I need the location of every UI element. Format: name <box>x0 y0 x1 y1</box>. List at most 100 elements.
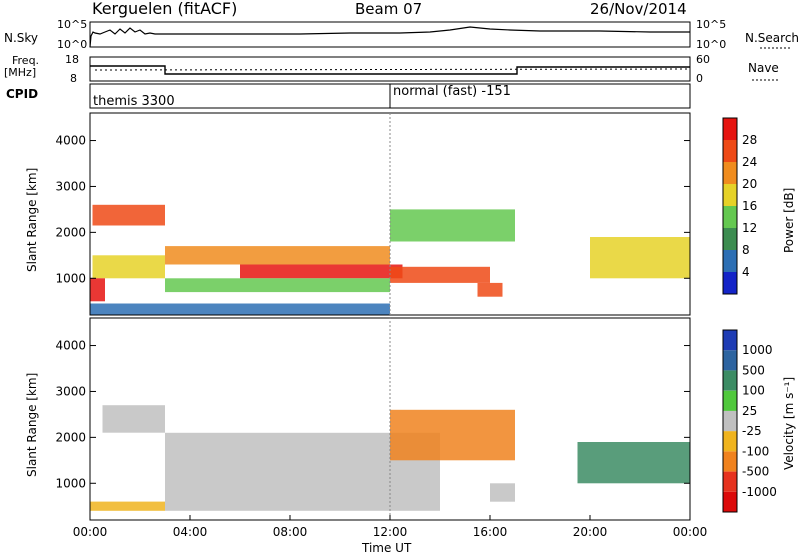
velocity-ytick-label-1: 3000 <box>55 384 86 398</box>
velocity-colorbar-label: Velocity [m s⁻¹] <box>782 377 796 470</box>
power-colorbar-tick-5: 8 <box>742 243 750 257</box>
power-band-2 <box>90 278 105 302</box>
power-ytick-label-2: 2000 <box>55 225 86 239</box>
velocity-colorbar-swatch-0 <box>723 491 737 512</box>
freq-label: Freq. <box>12 54 39 67</box>
power-y-axis: 4000 3000 2000 1000 <box>55 134 690 285</box>
velocity-colorbar-swatch-6 <box>723 370 737 391</box>
velocity-band-3 <box>390 409 515 461</box>
power-colorbar-swatch-0 <box>723 272 737 294</box>
xtick-label-5: 20:00 <box>573 525 608 539</box>
power-colorbar-swatch-1 <box>723 250 737 272</box>
nsearch-tick-low: 10^0 <box>696 38 726 51</box>
power-colorbar-swatch-4 <box>723 184 737 206</box>
velocity-band-4 <box>577 442 690 484</box>
velocity-colorbar-tick-0: 1000 <box>742 343 773 357</box>
velocity-colorbar-swatch-5 <box>723 390 737 411</box>
xtick-label-0: 00:00 <box>73 525 108 539</box>
nsky-tick-high: 10^5 <box>57 18 87 31</box>
cpid-row: CPID themis 3300 normal (fast) -151 <box>6 83 691 109</box>
velocity-ylabel: Slant Range [km] <box>25 373 39 477</box>
power-colorbar-tick-6: 4 <box>742 265 750 279</box>
velocity-colorbar-swatch-3 <box>723 431 737 452</box>
xtick-label-3: 12:00 <box>373 525 408 539</box>
velocity-colorbar-frame <box>722 329 738 513</box>
velocity-colorbar-tick-4: -25 <box>742 424 762 438</box>
velocity-colorbar-tick-7: -1000 <box>742 485 777 499</box>
velocity-colorbar-swatch-1 <box>723 471 737 492</box>
freq-panel: Freq. [MHz] 18 8 60 0 Nave <box>4 53 779 85</box>
nsky-panel: N.Sky 10^5 10^0 10^5 10^0 N.Search <box>4 18 799 51</box>
velocity-band-2 <box>90 501 165 511</box>
velocity-ytick-label-2: 2000 <box>55 430 86 444</box>
power-band-10 <box>90 303 390 315</box>
power-colorbar-tick-4: 12 <box>742 221 757 235</box>
power-band-0 <box>92 204 165 226</box>
velocity-y-axis: 4000 3000 2000 1000 <box>55 339 690 490</box>
velocity-ytick-label-0: 4000 <box>55 339 86 353</box>
freq-tick-low: 8 <box>70 72 77 85</box>
velocity-colorbar-swatch-4 <box>723 410 737 432</box>
beam-label: Beam 07 <box>355 0 422 18</box>
power-colorbar-swatch-2 <box>723 228 737 250</box>
power-band-4 <box>240 264 403 279</box>
power-colorbar-label: Power [dB] <box>782 188 796 253</box>
power-ytick-label-1: 3000 <box>55 179 86 193</box>
xtick-label-4: 16:00 <box>473 525 508 539</box>
power-band-7 <box>390 209 515 242</box>
cpid-segment-1: themis 3300 <box>93 94 175 109</box>
xaxis-label: Time UT <box>361 541 412 554</box>
velocity-colorbar: 1000 500 100 25 -25 -100 -500 -1000 <box>722 329 777 513</box>
velocity-colorbar-tick-3: 25 <box>742 404 757 418</box>
velocity-colorbar-tick-2: 100 <box>742 384 765 398</box>
date-label: 26/Nov/2014 <box>590 0 687 18</box>
cpid-segment-2: normal (fast) -151 <box>393 84 511 99</box>
xtick-label-1: 04:00 <box>173 525 208 539</box>
freq-tick-high: 18 <box>65 53 79 66</box>
velocity-colorbar-swatch-2 <box>723 451 737 472</box>
nave-tick-low: 0 <box>696 72 703 85</box>
velocity-colorbar-tick-6: -500 <box>742 465 769 479</box>
velocity-colorbar-tick-5: -100 <box>742 444 769 458</box>
power-panel: 4000 3000 2000 1000 Slant Range [km] 28 24 20… <box>25 112 796 316</box>
power-colorbar-tick-1: 24 <box>742 155 757 169</box>
power-band-1 <box>92 255 165 279</box>
power-band-6 <box>390 266 490 283</box>
nsky-frame <box>89 21 691 48</box>
power-colorbar-tick-3: 16 <box>742 199 757 213</box>
power-band-8 <box>477 282 503 297</box>
velocity-data-layer <box>90 405 690 511</box>
power-band-9 <box>590 237 690 279</box>
velocity-colorbar-tick-1: 500 <box>742 363 765 377</box>
nsearch-label: N.Search <box>745 31 799 45</box>
velocity-band-5 <box>490 483 515 502</box>
power-colorbar-swatch-7 <box>723 118 737 140</box>
power-colorbar-tick-0: 28 <box>742 133 757 147</box>
nsearch-tick-high: 10^5 <box>696 18 726 31</box>
velocity-colorbar-swatch-7 <box>723 350 737 371</box>
power-colorbar-frame <box>722 117 738 295</box>
nave-trace <box>94 68 691 71</box>
power-colorbar: 28 24 20 16 12 8 4 <box>722 117 757 295</box>
power-colorbar-swatch-3 <box>723 206 737 228</box>
power-colorbar-swatch-5 <box>723 162 737 184</box>
nsky-tick-low: 10^0 <box>57 38 87 51</box>
power-band-3 <box>165 246 390 265</box>
nave-label: Nave <box>748 61 779 75</box>
xtick-label-2: 08:00 <box>273 525 308 539</box>
power-colorbar-swatch-6 <box>723 140 737 162</box>
power-ytick-label-0: 4000 <box>55 134 86 148</box>
velocity-ytick-label-3: 1000 <box>55 476 86 490</box>
power-ylabel: Slant Range [km] <box>25 168 39 272</box>
cpid-label: CPID <box>6 87 38 101</box>
freq-trace <box>90 65 690 75</box>
nsky-label: N.Sky <box>4 31 38 45</box>
freq-unit: [MHz] <box>4 66 36 79</box>
xtick-label-6: 00:00 <box>673 525 708 539</box>
nsky-trace <box>89 26 690 48</box>
velocity-band-0 <box>102 405 165 433</box>
power-data-layer <box>90 204 690 315</box>
station-title: Kerguelen (fitACF) <box>92 0 237 18</box>
time-axis: 00:00 04:00 08:00 12:00 16:00 20:00 00:00 <box>73 113 708 539</box>
